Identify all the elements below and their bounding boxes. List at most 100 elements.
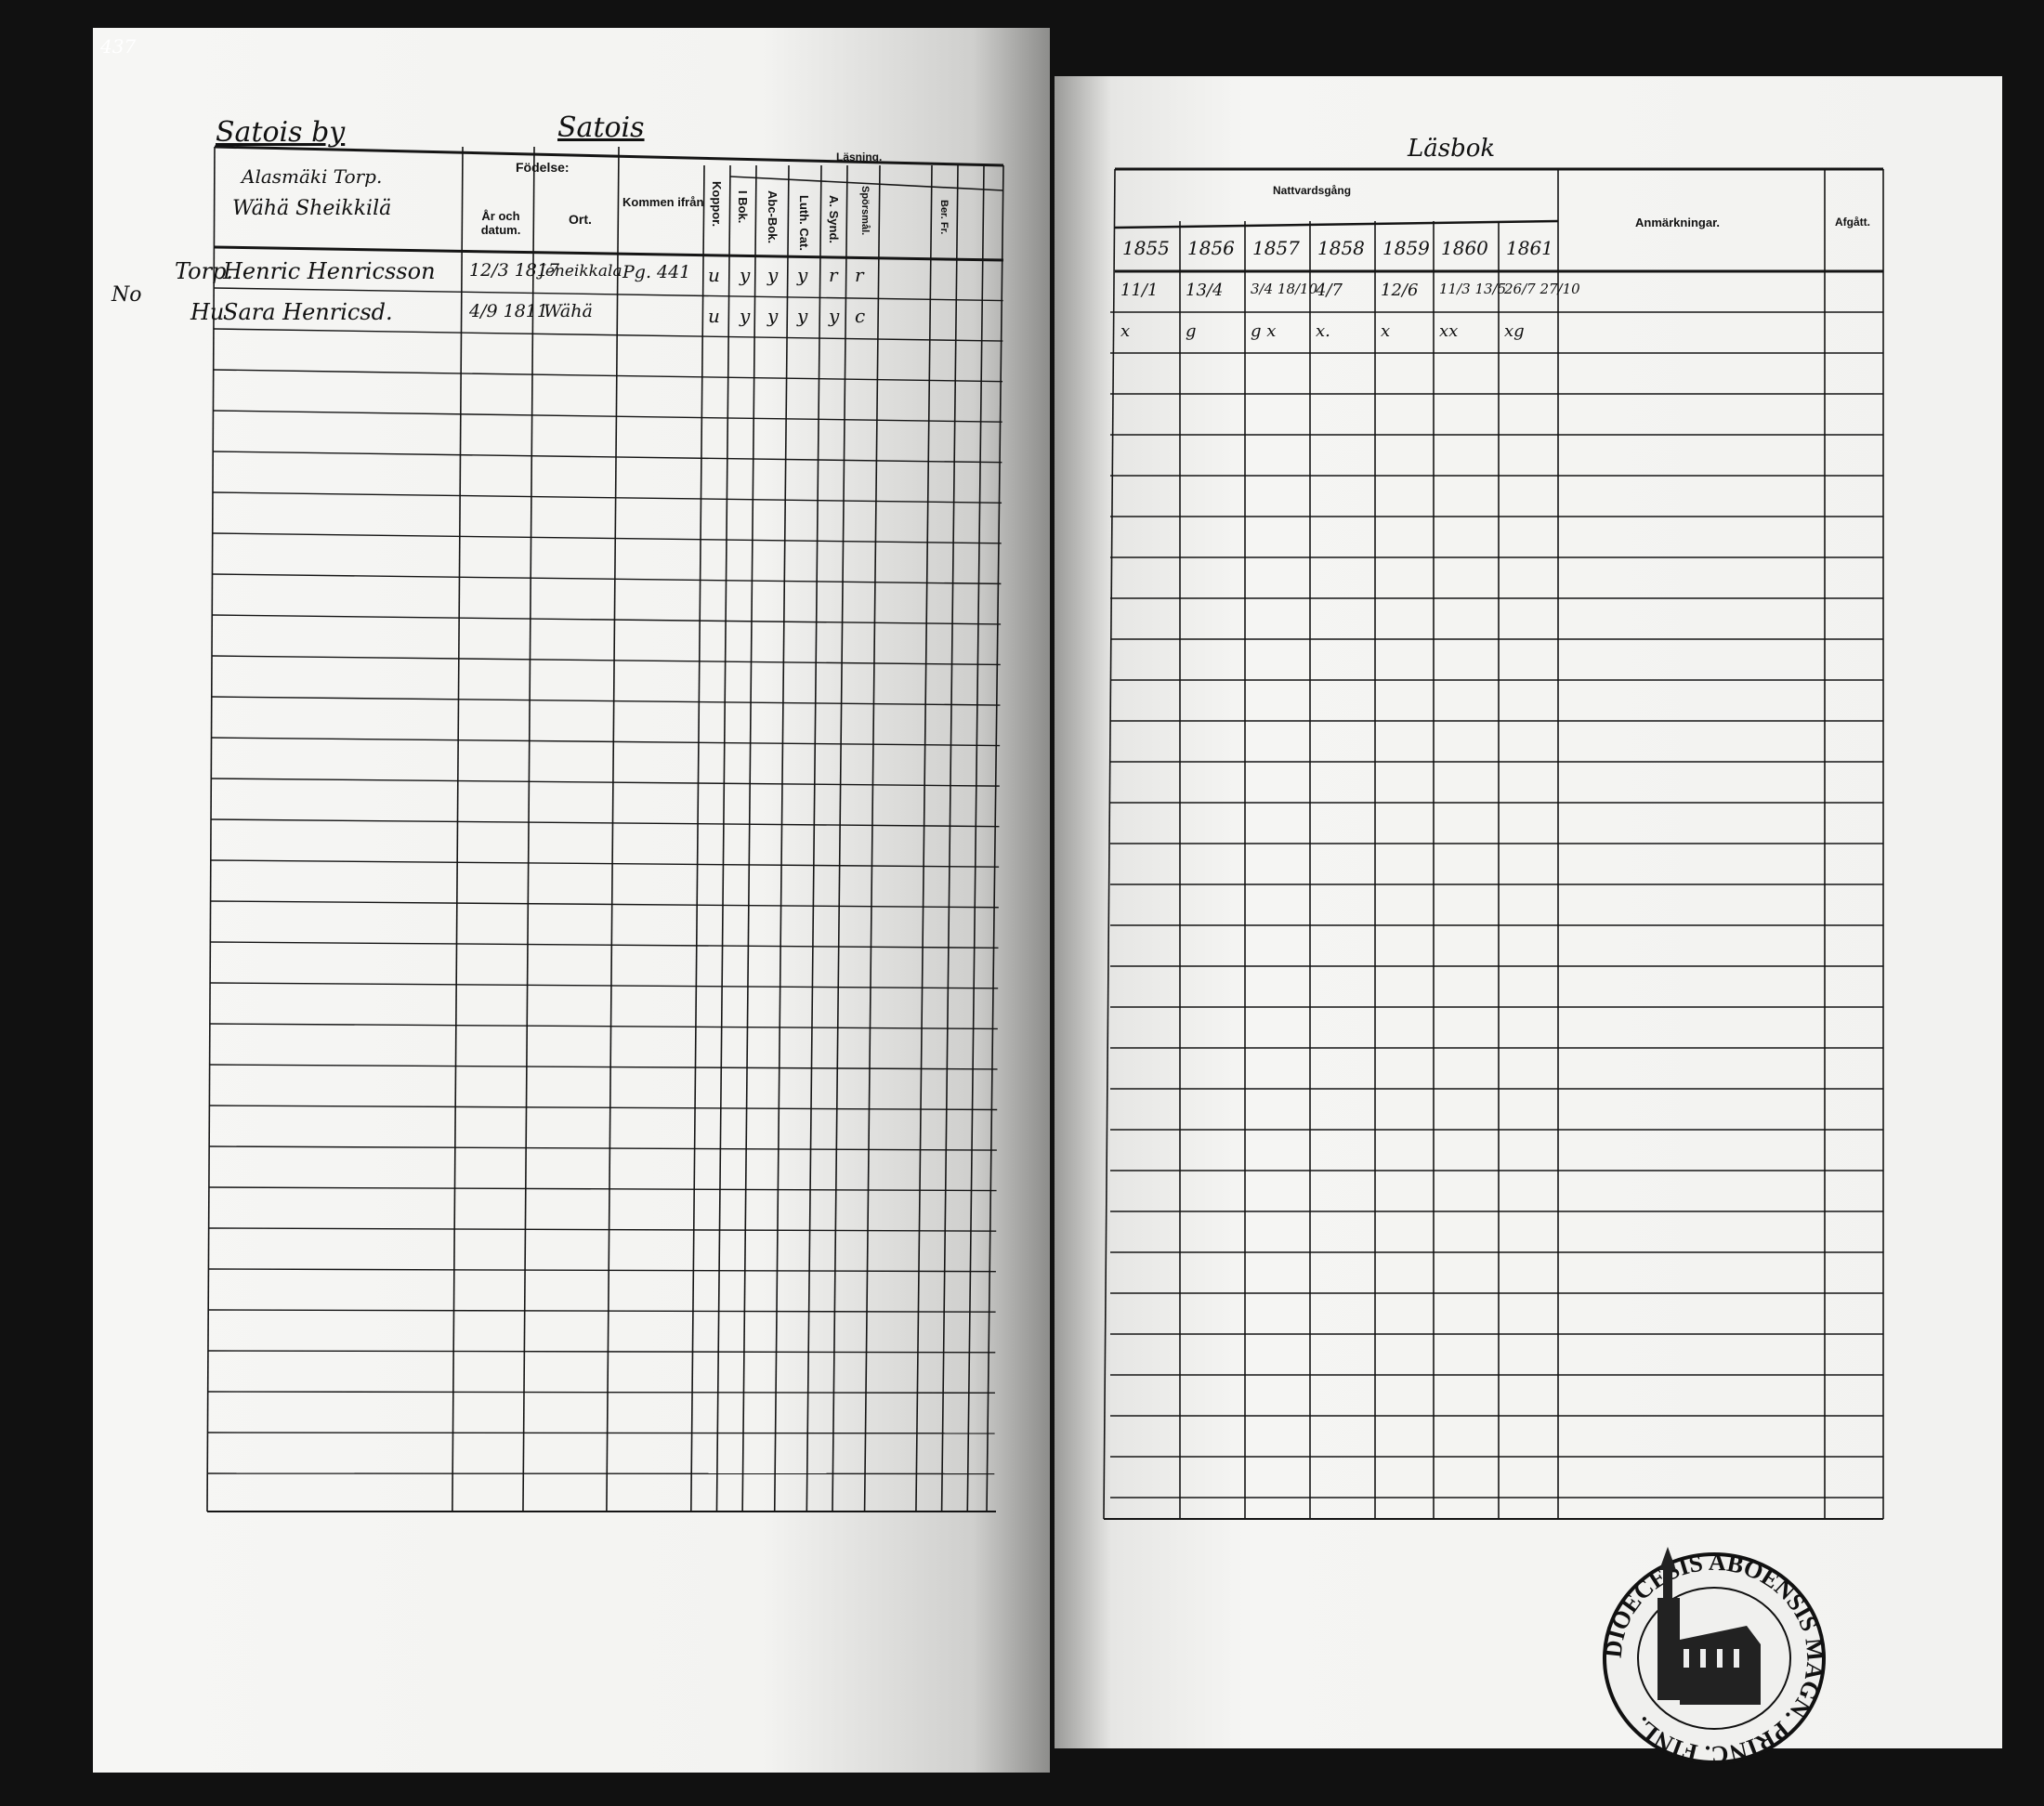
row-line <box>214 287 1003 302</box>
years-rule <box>1114 219 1559 229</box>
row-line <box>213 491 1002 504</box>
row1-name: Henric Henricsson <box>223 258 436 284</box>
reading-mark: y <box>767 264 779 286</box>
row-line <box>208 1268 996 1273</box>
communion-date: x. <box>1316 321 1330 341</box>
communion-date: 11/3 13/5 <box>1439 281 1507 297</box>
reading-rule <box>729 176 1004 191</box>
reading-mark: c <box>855 305 866 327</box>
communion-date: g <box>1186 321 1197 341</box>
col-questions: Spörsmål. <box>859 186 871 236</box>
column-line <box>690 164 705 1512</box>
communion-date: xg <box>1504 321 1525 341</box>
diocese-stamp: DIOECESIS ABOENSIS MAGN. PRINC. FINL. <box>1600 1547 1829 1768</box>
col-in-book: I Bok. <box>736 190 750 224</box>
row-line <box>208 1227 997 1232</box>
parish-heading: Satois <box>557 111 645 144</box>
header-bottom-rule <box>214 245 1004 262</box>
col-year-date: År och datum. <box>480 209 521 237</box>
col-departed: Afgått. <box>1835 216 1870 229</box>
communion-date: xx <box>1439 321 1459 341</box>
row-line <box>212 614 1002 625</box>
row-line <box>210 1023 998 1030</box>
column-line <box>773 164 790 1512</box>
row-line <box>211 818 1000 828</box>
communion-date: 26/7 27/10 <box>1504 281 1580 297</box>
row-line <box>213 451 1002 464</box>
column-line <box>452 146 464 1512</box>
col-came-from: Kommen ifrån <box>622 195 704 209</box>
row-line <box>209 1186 997 1192</box>
row-line <box>211 859 1000 868</box>
row-line <box>208 1350 996 1354</box>
row-line <box>214 369 1003 383</box>
column-line <box>915 164 933 1512</box>
col-smallpox: Koppor. <box>710 181 724 228</box>
column-line <box>832 164 848 1512</box>
margin-note: No <box>111 283 142 307</box>
church-icon <box>1657 1547 1761 1705</box>
row-line <box>209 1064 998 1070</box>
communion-date: 3/4 18/10 <box>1251 281 1318 297</box>
column-line <box>715 164 731 1512</box>
column-line <box>940 164 959 1512</box>
row-line <box>213 532 1002 544</box>
column-line <box>206 146 216 1512</box>
right-heading: Läsbok <box>1408 135 1496 163</box>
year-header: 1858 <box>1317 237 1365 259</box>
column-line <box>522 146 535 1512</box>
row-line <box>207 1391 995 1394</box>
row1-birth: 12/3 1817 <box>469 260 560 281</box>
reading-mark: y <box>829 305 840 327</box>
year-header: 1857 <box>1252 237 1300 259</box>
row1-place: Jeneikkala <box>539 262 622 281</box>
row2-birth: 4/9 1811 <box>469 301 548 321</box>
row-line <box>211 778 1000 787</box>
row-line <box>212 573 1002 585</box>
col-birth: Födelse: <box>516 160 570 175</box>
communion-date: 11/1 <box>1120 281 1159 300</box>
reading-mark: y <box>740 264 751 286</box>
year-header: 1855 <box>1122 237 1170 259</box>
reading-mark: u <box>708 264 720 286</box>
reading-mark: y <box>797 305 808 327</box>
year-header: 1860 <box>1441 237 1488 259</box>
communion-date: g x <box>1251 321 1277 341</box>
header-top-rule <box>214 145 1004 167</box>
col-place: Ort. <box>569 212 592 227</box>
row2-place: Wähä <box>544 301 593 321</box>
year-header: 1856 <box>1187 237 1235 259</box>
row-line <box>210 941 999 949</box>
communion-date: x <box>1381 321 1391 341</box>
homestead-line1: Alasmäki Torp. <box>242 165 383 188</box>
col-abc-book: Abc-Bok. <box>766 190 780 244</box>
row2-name: Sara Henricsd. <box>223 299 393 325</box>
year-header: 1859 <box>1382 237 1430 259</box>
row-line <box>214 328 1003 342</box>
village-title: Satois by <box>216 116 346 149</box>
reading-mark: r <box>855 264 864 286</box>
column-line <box>986 164 1004 1512</box>
row-line <box>210 982 999 989</box>
row-line <box>213 410 1002 423</box>
column-line <box>863 164 881 1512</box>
col-remarks: Anmärkningar. <box>1635 216 1721 229</box>
communion-date: 12/6 <box>1381 281 1419 300</box>
left-page <box>93 28 1050 1773</box>
row2-title: Hu <box>190 299 225 325</box>
row-line <box>209 1145 997 1151</box>
col-luth-cat: Luth. Cat. <box>797 195 811 251</box>
col-ber-fr: Ber. Fr. <box>938 200 950 235</box>
homestead-line2: Wähä Sheikkilä <box>232 197 392 220</box>
reading-mark: y <box>767 305 779 327</box>
reading-mark: u <box>708 305 720 327</box>
reading-mark: y <box>797 264 808 286</box>
row-line <box>210 900 999 909</box>
column-line <box>741 164 757 1512</box>
row-line <box>211 737 1001 747</box>
column-line <box>966 164 985 1512</box>
row-line <box>212 655 1001 666</box>
communion-date: 4/7 <box>1316 281 1343 300</box>
column-line <box>806 164 822 1512</box>
